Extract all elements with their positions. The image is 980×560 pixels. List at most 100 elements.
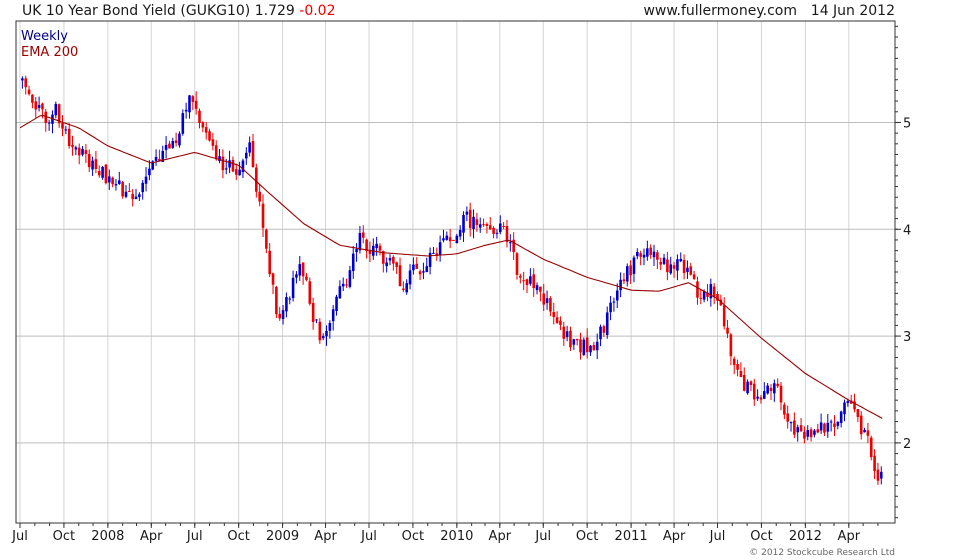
candle — [412, 257, 415, 275]
x-tick-label: 2010 — [440, 529, 473, 544]
candle — [726, 319, 729, 339]
candle — [799, 417, 803, 433]
candle — [529, 268, 532, 286]
candle — [158, 149, 161, 162]
candle — [151, 160, 155, 171]
candle — [345, 278, 348, 288]
candle — [722, 297, 726, 330]
candle — [392, 255, 395, 271]
candle — [298, 256, 302, 281]
candle — [184, 102, 188, 119]
candle — [622, 273, 626, 285]
candle — [475, 212, 479, 232]
candle — [619, 272, 622, 298]
candle — [756, 389, 759, 401]
candle — [829, 419, 833, 432]
candle — [87, 149, 91, 172]
website-label: www.fullermoney.com — [643, 3, 797, 19]
candle — [512, 232, 515, 260]
candle — [836, 421, 840, 430]
candle — [816, 423, 820, 434]
candle — [565, 325, 569, 342]
candle — [144, 167, 148, 192]
candle — [244, 147, 248, 165]
candle — [295, 271, 298, 284]
candle — [819, 413, 823, 434]
candle — [77, 143, 81, 165]
candle — [415, 257, 419, 269]
candle — [689, 262, 693, 276]
candle — [646, 240, 649, 261]
candle — [502, 221, 505, 230]
candle — [118, 171, 121, 185]
y-tick-label: 3 — [903, 330, 911, 345]
candle — [107, 169, 111, 190]
candle — [44, 108, 48, 132]
candle — [462, 211, 465, 242]
candle — [281, 305, 285, 325]
candle — [64, 125, 68, 135]
candle — [204, 121, 208, 140]
candle — [348, 265, 352, 289]
x-tick-label: Apr — [314, 529, 337, 544]
candle — [813, 428, 816, 438]
candle — [522, 271, 525, 291]
x-tick-label: Apr — [838, 529, 861, 544]
candle — [669, 256, 673, 275]
candle — [786, 405, 789, 429]
candle — [285, 292, 288, 318]
candle — [636, 248, 639, 260]
candle — [181, 109, 185, 136]
candle — [763, 382, 766, 400]
candle — [839, 410, 843, 428]
candle — [465, 206, 469, 222]
last-value: 1.729 — [255, 3, 295, 19]
x-tick-label: 2009 — [266, 529, 299, 544]
y-axis: 2 3 4 5 — [895, 25, 911, 519]
candle — [859, 411, 863, 440]
candle — [709, 278, 713, 307]
candle — [649, 244, 652, 259]
candle — [194, 91, 198, 115]
candle — [505, 219, 509, 248]
candle — [318, 318, 322, 344]
candle — [91, 156, 94, 176]
candle — [535, 282, 539, 295]
candle — [749, 380, 753, 392]
candle — [706, 283, 709, 302]
x-tick-label: 2012 — [789, 529, 822, 544]
candle — [729, 332, 733, 366]
candle — [716, 291, 719, 311]
candle — [519, 273, 522, 284]
candle — [625, 263, 629, 287]
legend-ema-200: EMA 200 — [21, 45, 78, 60]
candle — [218, 148, 221, 164]
candle — [602, 324, 606, 337]
candle — [27, 85, 31, 96]
candle — [612, 297, 616, 312]
candle — [856, 409, 860, 423]
candle — [492, 226, 495, 239]
candle — [74, 145, 78, 156]
candle — [331, 305, 335, 331]
candle — [81, 145, 84, 157]
candle — [97, 165, 101, 178]
y-tick-label: 4 — [903, 223, 911, 238]
ema-200-line — [19, 115, 883, 419]
candle — [351, 246, 355, 279]
candle — [134, 188, 138, 200]
candle — [843, 399, 846, 422]
candle — [128, 183, 131, 192]
candle — [21, 76, 24, 89]
candle — [692, 270, 696, 280]
candle — [418, 269, 422, 281]
candle — [382, 250, 385, 273]
candle — [666, 251, 669, 281]
candle — [57, 103, 61, 128]
candle — [211, 132, 215, 151]
candle — [445, 231, 449, 241]
candle — [686, 260, 689, 279]
candle — [385, 257, 388, 273]
candle — [365, 238, 368, 259]
